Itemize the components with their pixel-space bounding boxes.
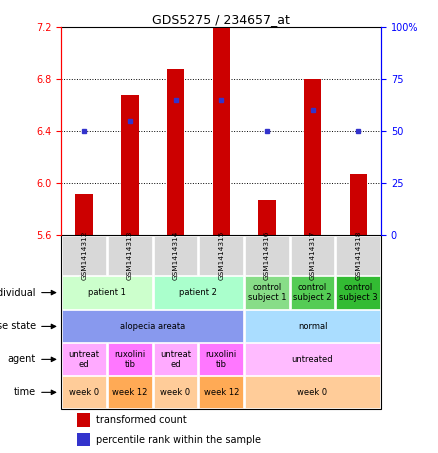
Bar bbox=[154, 236, 198, 275]
Text: control
subject 2: control subject 2 bbox=[293, 283, 332, 302]
Bar bbox=[62, 376, 106, 408]
Bar bbox=[62, 310, 243, 342]
Bar bbox=[245, 343, 380, 376]
Bar bbox=[245, 276, 289, 309]
Text: GSM1414316: GSM1414316 bbox=[264, 231, 270, 280]
Bar bbox=[154, 343, 198, 376]
Text: patient 1: patient 1 bbox=[88, 288, 126, 297]
Bar bbox=[336, 276, 380, 309]
Bar bbox=[108, 376, 152, 408]
Text: control
subject 1: control subject 1 bbox=[247, 283, 286, 302]
Bar bbox=[62, 343, 106, 376]
Bar bbox=[78, 433, 90, 447]
Bar bbox=[154, 276, 243, 309]
Text: week 0: week 0 bbox=[297, 388, 328, 397]
Text: patient 2: patient 2 bbox=[180, 288, 217, 297]
Text: GSM1414317: GSM1414317 bbox=[310, 231, 315, 280]
Text: GSM1414313: GSM1414313 bbox=[127, 231, 133, 280]
Text: week 12: week 12 bbox=[204, 388, 239, 397]
Bar bbox=[78, 413, 90, 427]
Bar bbox=[245, 310, 380, 342]
Bar bbox=[304, 79, 321, 236]
Bar bbox=[121, 95, 138, 236]
Bar bbox=[199, 236, 243, 275]
Title: GDS5275 / 234657_at: GDS5275 / 234657_at bbox=[152, 13, 290, 26]
Bar bbox=[291, 236, 335, 275]
Bar bbox=[336, 236, 380, 275]
Text: normal: normal bbox=[298, 322, 327, 331]
Text: disease state: disease state bbox=[0, 322, 36, 332]
Text: untreated: untreated bbox=[292, 355, 333, 364]
Text: GSM1414315: GSM1414315 bbox=[218, 231, 224, 280]
Text: untreat
ed: untreat ed bbox=[160, 350, 191, 369]
Text: alopecia areata: alopecia areata bbox=[120, 322, 185, 331]
Text: percentile rank within the sample: percentile rank within the sample bbox=[96, 435, 261, 445]
Bar bbox=[245, 236, 289, 275]
Bar bbox=[62, 236, 106, 275]
Bar bbox=[291, 276, 335, 309]
Text: ruxolini
tib: ruxolini tib bbox=[114, 350, 145, 369]
Bar bbox=[212, 29, 230, 236]
Bar bbox=[245, 376, 380, 408]
Text: GSM1414314: GSM1414314 bbox=[173, 231, 179, 280]
Text: untreat
ed: untreat ed bbox=[69, 350, 100, 369]
Text: GSM1414318: GSM1414318 bbox=[355, 231, 361, 280]
Text: week 12: week 12 bbox=[112, 388, 148, 397]
Bar bbox=[154, 376, 198, 408]
Bar bbox=[199, 376, 243, 408]
Text: individual: individual bbox=[0, 288, 36, 298]
Text: agent: agent bbox=[7, 354, 36, 364]
Bar bbox=[199, 343, 243, 376]
Bar bbox=[75, 194, 93, 236]
Bar bbox=[108, 343, 152, 376]
Bar bbox=[350, 174, 367, 236]
Text: ruxolini
tib: ruxolini tib bbox=[205, 350, 237, 369]
Bar bbox=[258, 200, 276, 236]
Text: week 0: week 0 bbox=[69, 388, 99, 397]
Text: week 0: week 0 bbox=[160, 388, 191, 397]
Bar bbox=[108, 236, 152, 275]
Text: transformed count: transformed count bbox=[96, 415, 187, 425]
Bar bbox=[62, 276, 152, 309]
Text: GSM1414312: GSM1414312 bbox=[81, 231, 87, 280]
Text: time: time bbox=[14, 387, 36, 397]
Text: control
subject 3: control subject 3 bbox=[339, 283, 378, 302]
Bar bbox=[167, 69, 184, 236]
